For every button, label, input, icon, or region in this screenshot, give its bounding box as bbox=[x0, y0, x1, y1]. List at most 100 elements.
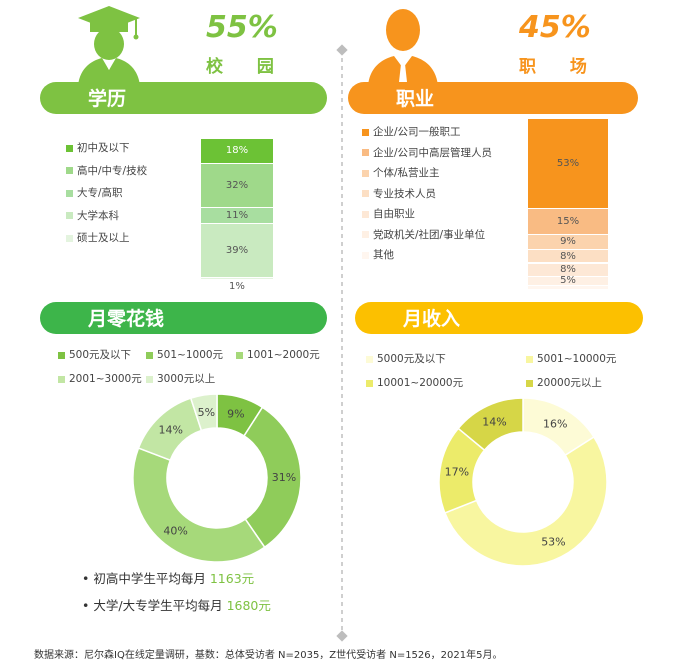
legend-label: 1001~2000元 bbox=[247, 349, 320, 361]
legend-label: 党政机关/社团/事业单位 bbox=[373, 228, 486, 241]
income-donut-chart: 16% 53% 17% 14% bbox=[438, 397, 608, 567]
legend-swatch bbox=[66, 189, 73, 197]
legend-label: 企业/公司中高层管理人员 bbox=[373, 146, 493, 159]
bar-value-label: 8% bbox=[560, 250, 576, 262]
legend-swatch bbox=[362, 128, 369, 136]
bar-segment: 11% bbox=[201, 208, 273, 223]
donut-slice bbox=[132, 447, 266, 563]
donut-value-label: 14% bbox=[159, 424, 183, 437]
legend-swatch bbox=[362, 210, 369, 218]
bar-value-label: 53% bbox=[556, 158, 580, 170]
legend-swatch bbox=[362, 169, 369, 177]
legend-item: 3000元以上 bbox=[146, 371, 215, 386]
legend-label: 大学本科 bbox=[77, 209, 119, 222]
occupation-section-header: 职业 bbox=[348, 82, 638, 114]
legend-swatch bbox=[362, 231, 369, 238]
campus-label: 校 园 bbox=[206, 57, 288, 77]
legend-swatch bbox=[236, 351, 243, 359]
bar-segment: 8% bbox=[528, 263, 608, 277]
donut-slice bbox=[443, 435, 608, 567]
legend-item: 硕士及以上 bbox=[66, 230, 130, 245]
bar-value-label: 39% bbox=[225, 244, 249, 256]
legend-item: 1001~2000元 bbox=[236, 347, 320, 362]
campus-percent: 55% bbox=[206, 10, 278, 45]
legend-item: 个体/私营业主 bbox=[362, 165, 440, 180]
legend-label: 5000元及以下 bbox=[377, 353, 446, 365]
legend-item: 5001~10000元 bbox=[526, 351, 616, 366]
legend-swatch bbox=[146, 351, 153, 359]
legend-item: 自由职业 bbox=[362, 206, 415, 221]
legend-label: 2001~3000元 bbox=[69, 373, 142, 385]
legend-label: 501~1000元 bbox=[157, 349, 224, 361]
legend-item: 企业/公司中高层管理人员 bbox=[362, 145, 492, 160]
bar-value-label: 32% bbox=[225, 180, 249, 192]
legend-label: 自由职业 bbox=[373, 208, 415, 220]
donut-value-label: 17% bbox=[445, 466, 469, 479]
legend-swatch bbox=[58, 375, 65, 383]
legend-item: 高中/中专/技校 bbox=[66, 163, 147, 178]
legend-swatch bbox=[146, 375, 153, 383]
legend-swatch bbox=[58, 351, 65, 359]
legend-swatch bbox=[362, 190, 369, 197]
legend-label: 高中/中专/技校 bbox=[77, 164, 148, 177]
donut-value-label: 5% bbox=[198, 406, 215, 419]
legend-item: 企业/公司一般职工 bbox=[362, 124, 461, 139]
legend-label: 3000元以上 bbox=[157, 373, 216, 385]
bar-segment: 1% bbox=[201, 277, 273, 292]
legend-label: 专业技术人员 bbox=[373, 187, 436, 200]
legend-swatch bbox=[366, 379, 373, 387]
income-title: 月收入 bbox=[403, 308, 461, 330]
donut-slice bbox=[242, 406, 302, 549]
donut-slice bbox=[189, 393, 218, 432]
note-secondary-school: • 初高中学生平均每月 1163元 bbox=[82, 571, 255, 586]
legend-label: 个体/私营业主 bbox=[373, 167, 440, 179]
legend-swatch bbox=[366, 355, 373, 363]
legend-item: 10001~20000元 bbox=[366, 375, 463, 390]
bar-value-label: 9% bbox=[560, 236, 576, 248]
bar-value-label: 8% bbox=[560, 264, 576, 276]
legend-item: 500元及以下 bbox=[58, 347, 131, 362]
legend-item: 大学本科 bbox=[66, 208, 119, 223]
workplace-percent: 45% bbox=[519, 10, 591, 45]
bar-value-label: 5% bbox=[560, 275, 576, 287]
spending-section-header: 月零花钱 bbox=[40, 302, 327, 334]
bar-segment bbox=[528, 285, 608, 289]
legend-label: 5001~10000元 bbox=[537, 353, 617, 365]
note-university-label: 大学/大专学生平均每月 bbox=[93, 598, 223, 613]
note-secondary-label: 初高中学生平均每月 bbox=[93, 571, 206, 586]
bar-segment: 39% bbox=[201, 223, 273, 277]
donut-value-label: 16% bbox=[543, 417, 567, 430]
bar-value-label: 11% bbox=[225, 209, 249, 221]
legend-swatch bbox=[362, 251, 369, 259]
bar-segment: 15% bbox=[528, 209, 608, 234]
student-icon bbox=[78, 6, 140, 86]
legend-label: 硕士及以上 bbox=[77, 232, 130, 244]
legend-item: 党政机关/社团/事业单位 bbox=[362, 227, 485, 242]
legend-swatch bbox=[526, 379, 533, 387]
bar-segment: 18% bbox=[201, 139, 273, 163]
spending-title: 月零花钱 bbox=[88, 308, 165, 330]
legend-item: 2001~3000元 bbox=[58, 371, 142, 386]
legend-label: 500元及以下 bbox=[69, 349, 132, 361]
legend-label: 企业/公司一般职工 bbox=[373, 126, 461, 138]
legend-label: 其他 bbox=[373, 249, 394, 261]
center-divider bbox=[336, 44, 348, 642]
legend-swatch bbox=[362, 149, 369, 156]
legend-item: 其他 bbox=[362, 247, 394, 262]
legend-item: 初中及以下 bbox=[66, 140, 130, 155]
legend-label: 初中及以下 bbox=[77, 142, 130, 154]
education-title: 学历 bbox=[88, 88, 127, 110]
legend-swatch bbox=[526, 355, 533, 363]
note-university-value: 1680元 bbox=[226, 598, 271, 613]
source-footnote: 数据来源：尼尔森IQ在线定量调研，基数：总体受访者 N=2035，Z世代受访者 … bbox=[34, 650, 503, 661]
bar-value-label: 1% bbox=[229, 280, 245, 292]
income-section-header: 月收入 bbox=[355, 302, 643, 334]
legend-item: 5000元及以下 bbox=[366, 351, 446, 366]
education-section-header: 学历 bbox=[40, 82, 327, 114]
bar-value-label: 15% bbox=[556, 215, 580, 227]
legend-item: 501~1000元 bbox=[146, 347, 223, 362]
legend-label: 20000元以上 bbox=[537, 377, 602, 389]
bar-segment: 9% bbox=[528, 234, 608, 249]
donut-value-label: 9% bbox=[227, 408, 244, 421]
note-secondary-value: 1163元 bbox=[209, 571, 255, 586]
